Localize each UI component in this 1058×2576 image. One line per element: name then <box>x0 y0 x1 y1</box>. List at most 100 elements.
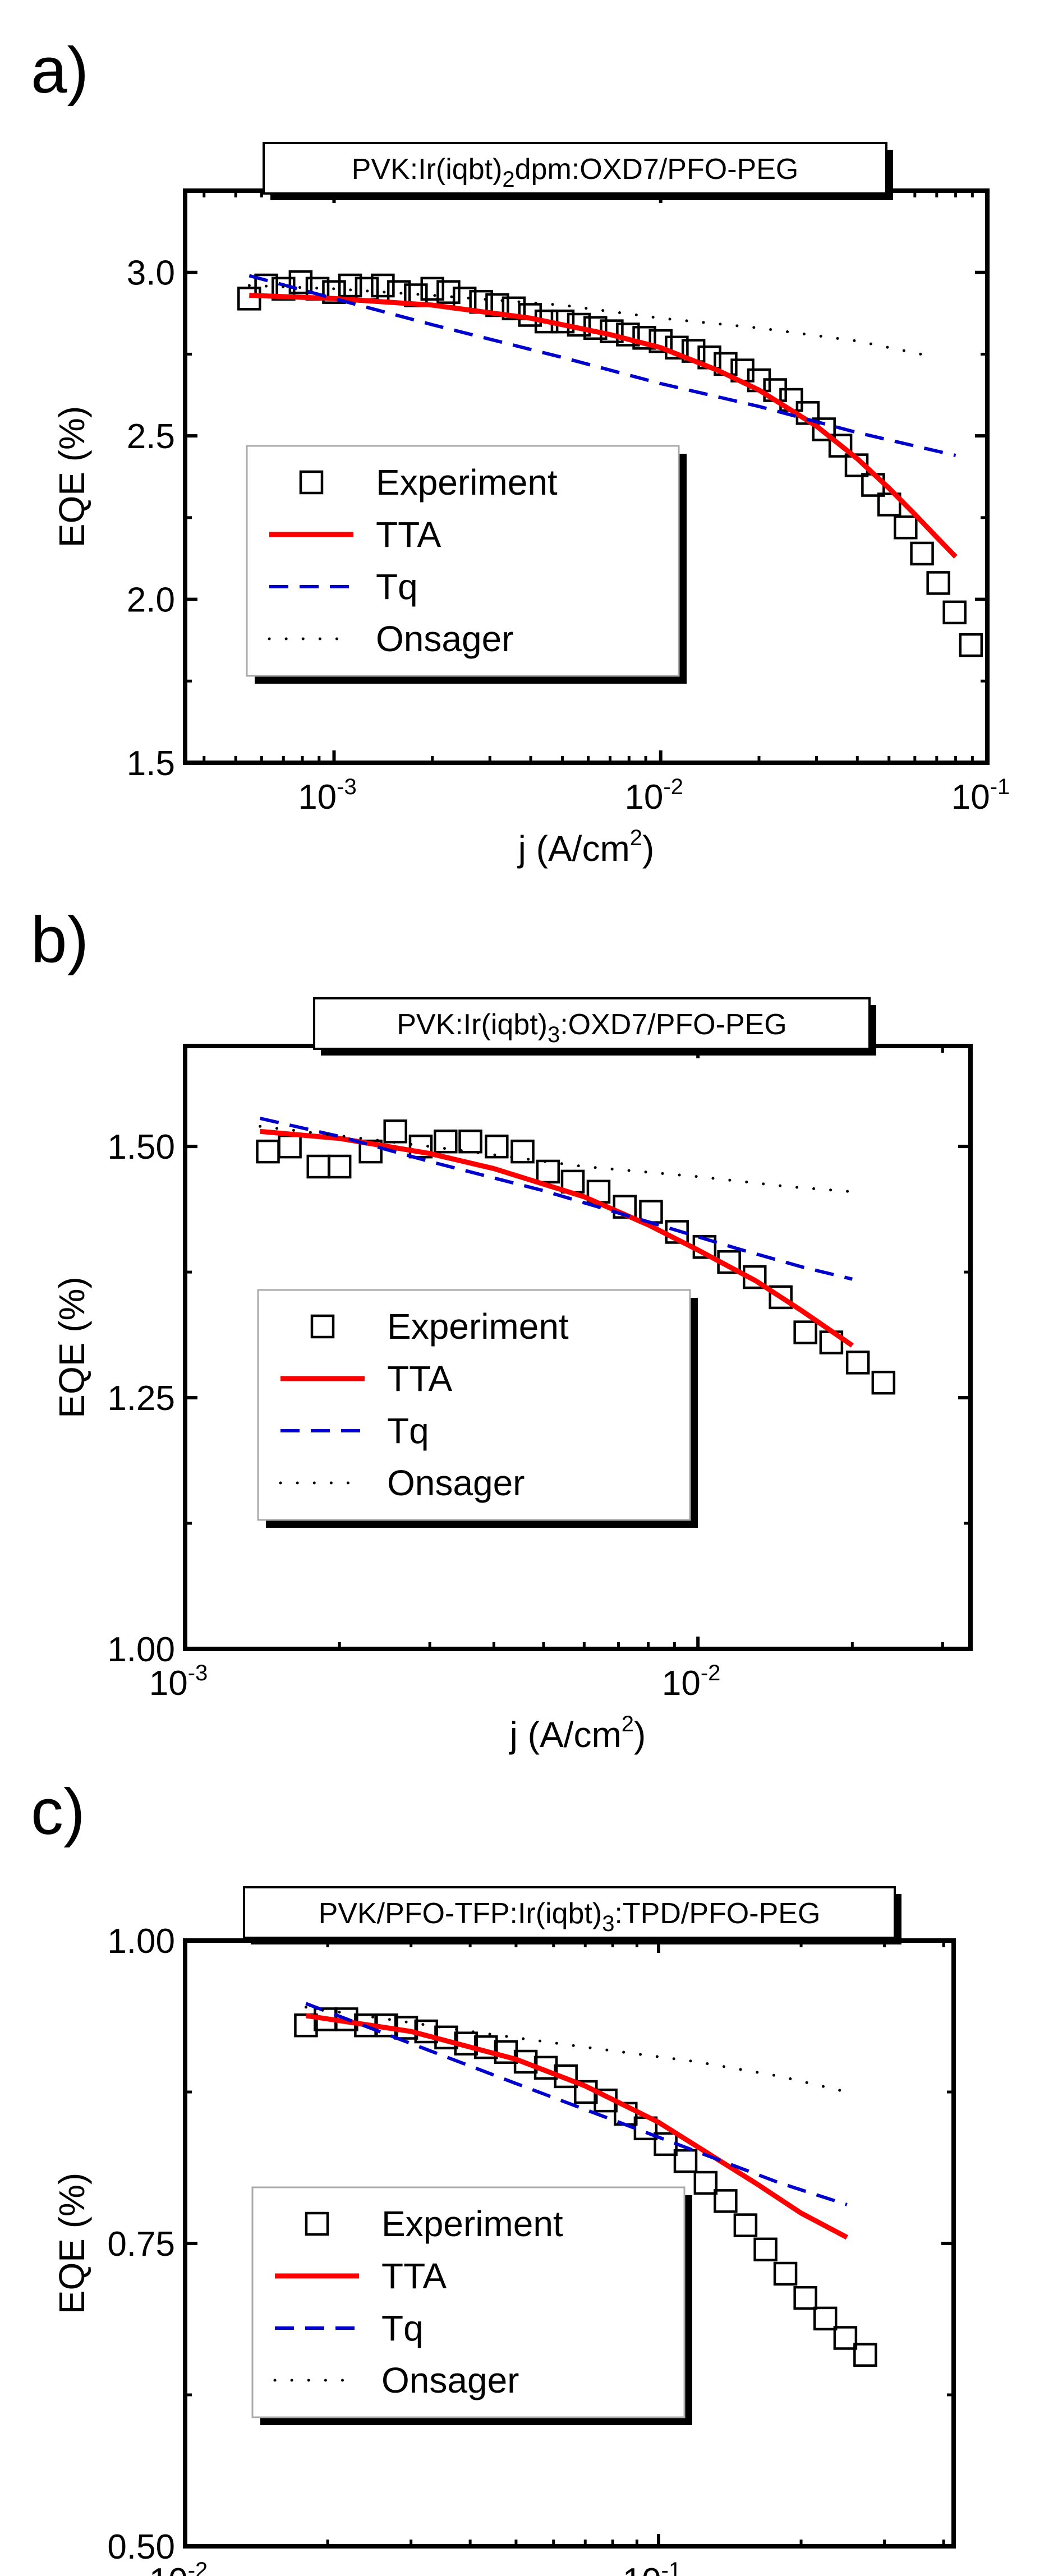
title-box <box>263 142 887 195</box>
data-point-experiment <box>773 2261 798 2286</box>
data-point-experiment <box>828 434 853 458</box>
data-point-experiment <box>714 2189 738 2213</box>
data-point-experiment <box>306 1154 330 1179</box>
y-tick-label: 1.50 <box>107 1128 175 1167</box>
y-tick-label: 0.75 <box>107 2225 175 2264</box>
x-tick-label: 10-3 <box>298 775 357 817</box>
data-point-experiment <box>327 1154 352 1179</box>
y-axis-label: EQE (%) <box>52 406 92 547</box>
legend-box <box>246 445 680 677</box>
legend-label-tq: Tq <box>376 566 418 607</box>
legend-box <box>251 2186 686 2418</box>
data-point-experiment <box>408 1134 433 1159</box>
data-point-experiment <box>793 2285 817 2310</box>
legend-label-onsager: Onsager <box>381 2360 519 2400</box>
title-box <box>243 1886 896 1939</box>
data-point-experiment <box>434 1129 458 1154</box>
legend-symbol-experiment <box>299 470 324 495</box>
chart-title: PVK/PFO-TFP:Ir(iqbt)3:TPD/PFO-PEG <box>319 1897 821 1936</box>
data-point-experiment <box>812 417 836 441</box>
data-point-experiment <box>793 1320 817 1344</box>
data-point-experiment <box>613 1195 637 1219</box>
y-axis-label: EQE (%) <box>52 1277 92 1418</box>
series-line-onsager <box>304 2006 849 2094</box>
data-point-experiment <box>959 633 983 657</box>
data-point-experiment <box>693 2171 718 2195</box>
series-line-tq <box>305 2002 848 2206</box>
data-point-experiment <box>458 1129 482 1154</box>
x-axis-label: j (A/cm2) <box>517 826 655 869</box>
y-tick-label: 2.5 <box>127 417 175 456</box>
data-point-experiment <box>942 600 967 625</box>
legend-label-tq: Tq <box>387 1411 429 1451</box>
title-box <box>313 997 871 1050</box>
x-tick-label: 10-1 <box>951 775 1010 817</box>
legend-label-onsager: Onsager <box>376 619 513 659</box>
legend: Experiment TTA Tq Onsager <box>257 1289 698 1528</box>
data-point-experiment <box>833 2326 858 2350</box>
plot-area <box>237 270 983 657</box>
legend-symbol-experiment <box>305 2211 329 2236</box>
panel-letter: c) <box>31 1775 85 1848</box>
legend: Experiment TTA Tq Onsager <box>251 2186 692 2425</box>
series-line-onsager <box>247 284 939 359</box>
data-point-experiment <box>673 2149 698 2173</box>
legend-label-tq: Tq <box>381 2308 424 2348</box>
y-tick-label: 1.00 <box>107 1922 175 1961</box>
data-point-experiment <box>910 541 934 566</box>
x-tick-label: 10-2 <box>662 1661 721 1703</box>
x-axis-label: j (A/cm2) <box>509 1712 646 1755</box>
y-tick-label: 3.0 <box>127 254 175 293</box>
panel-letter: a) <box>31 34 89 107</box>
legend-label-tta: TTA <box>381 2256 447 2296</box>
data-point-experiment <box>769 1285 793 1310</box>
data-point-experiment <box>322 280 346 304</box>
y-tick-label: 1.25 <box>107 1379 175 1418</box>
data-point-experiment <box>371 273 395 298</box>
plot-area <box>256 1117 896 1395</box>
data-point-experiment <box>502 296 526 321</box>
data-point-experiment <box>256 1139 280 1164</box>
x-tick-label: 10-3 <box>149 1661 208 1703</box>
legend-label-experiment: Experiment <box>387 1306 569 1347</box>
plot-area <box>294 2002 877 2367</box>
data-point-experiment <box>237 287 261 311</box>
series-line-tq <box>259 1117 853 1281</box>
chart-panel-2: b) 1.00 1.25 1.50 10-3 10-2 j (A/cm2) EQE (%) PV… <box>31 903 973 1755</box>
data-point-experiment <box>294 2013 318 2038</box>
data-point-experiment <box>510 1139 535 1164</box>
data-point-experiment <box>632 326 656 350</box>
legend-label-experiment: Experiment <box>376 462 558 503</box>
series-line-tq <box>249 274 956 458</box>
series-line-tta <box>249 293 958 559</box>
y-tick-label: 2.0 <box>127 581 175 620</box>
panel-letter: b) <box>31 903 89 976</box>
data-point-experiment <box>733 2213 758 2237</box>
data-point-experiment <box>845 1351 870 1375</box>
data-point-experiment <box>338 273 362 298</box>
data-point-experiment <box>926 571 950 595</box>
legend: Experiment TTA Tq Onsager <box>246 445 687 684</box>
legend-label-experiment: Experiment <box>381 2204 563 2244</box>
data-point-experiment <box>894 515 918 540</box>
chart-panel-1: a) 1.5 2.0 2.5 3.0 10-3 10-2 10-1 j (A/cm2) EQE (… <box>31 34 1010 869</box>
chart-title: PVK:Ir(iqbt)2dpm:OXD7/PFO-PEG <box>352 153 799 192</box>
x-tick-label: 10-2 <box>624 775 683 817</box>
legend-box <box>257 1289 691 1521</box>
legend-label-onsager: Onsager <box>387 1463 525 1503</box>
data-point-experiment <box>383 1119 407 1144</box>
y-tick-label: 1.5 <box>127 744 175 783</box>
chart-panel-3: c)0.500.751.0010-210-1j (A/cm2)EQE (%)PV… <box>31 1775 956 2576</box>
data-point-experiment <box>871 1370 896 1395</box>
series-line-tta <box>305 2013 848 2240</box>
legend-label-tta: TTA <box>376 514 441 555</box>
data-point-experiment <box>485 1134 509 1159</box>
data-point-experiment <box>853 2343 877 2367</box>
y-tick-label: 0.50 <box>107 2528 175 2566</box>
data-point-experiment <box>288 270 313 294</box>
chart-title: PVK:Ir(iqbt)3:OXD7/PFO-PEG <box>397 1008 787 1047</box>
data-point-experiment <box>813 2306 838 2331</box>
data-point-experiment <box>753 2237 778 2262</box>
data-point-experiment <box>648 329 673 353</box>
